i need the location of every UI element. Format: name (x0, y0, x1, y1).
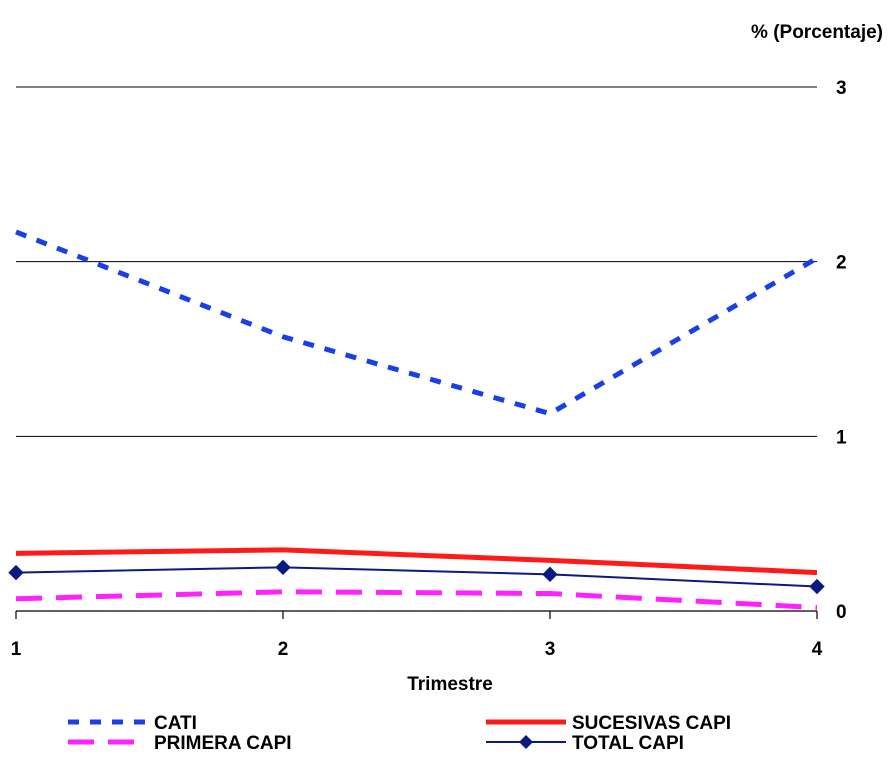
x-tick-label: 2 (278, 639, 289, 660)
x-tick-label: 3 (545, 639, 556, 660)
y-tick-label: 3 (836, 78, 847, 99)
y-tick-label: 2 (836, 253, 847, 274)
series-group (8, 229, 825, 611)
x-tick-label: 4 (812, 639, 823, 660)
x-ticks: 1 2 3 4 (11, 611, 823, 660)
gridlines (16, 86, 817, 437)
y-axis-label: % (Porcentaje) (751, 22, 883, 43)
series-line-1 (15, 547, 818, 576)
data-point-marker (542, 566, 558, 583)
x-tick-label: 1 (11, 639, 22, 660)
x-axis-label: Trimestre (407, 674, 493, 695)
legend-marker (519, 735, 533, 749)
series-line-0 (15, 229, 819, 417)
data-point-marker (275, 559, 291, 576)
legend-label: PRIMERA CAPI (154, 733, 292, 754)
legend-label: SUCESIVAS CAPI (572, 713, 731, 734)
y-tick-label: 0 (836, 602, 847, 623)
data-point-marker (809, 578, 825, 595)
series-line-3 (15, 566, 818, 588)
data-point-marker (8, 564, 24, 581)
y-ticks: 0 1 2 3 (836, 78, 847, 623)
series-line-2 (15, 589, 818, 611)
y-tick-label: 1 (836, 427, 847, 448)
legend: CATI SUCESIVAS CAPI PRIMERA CAPI TOTAL CAPI (68, 713, 731, 754)
legend-label: CATI (154, 713, 197, 734)
legend-label: TOTAL CAPI (572, 733, 684, 754)
